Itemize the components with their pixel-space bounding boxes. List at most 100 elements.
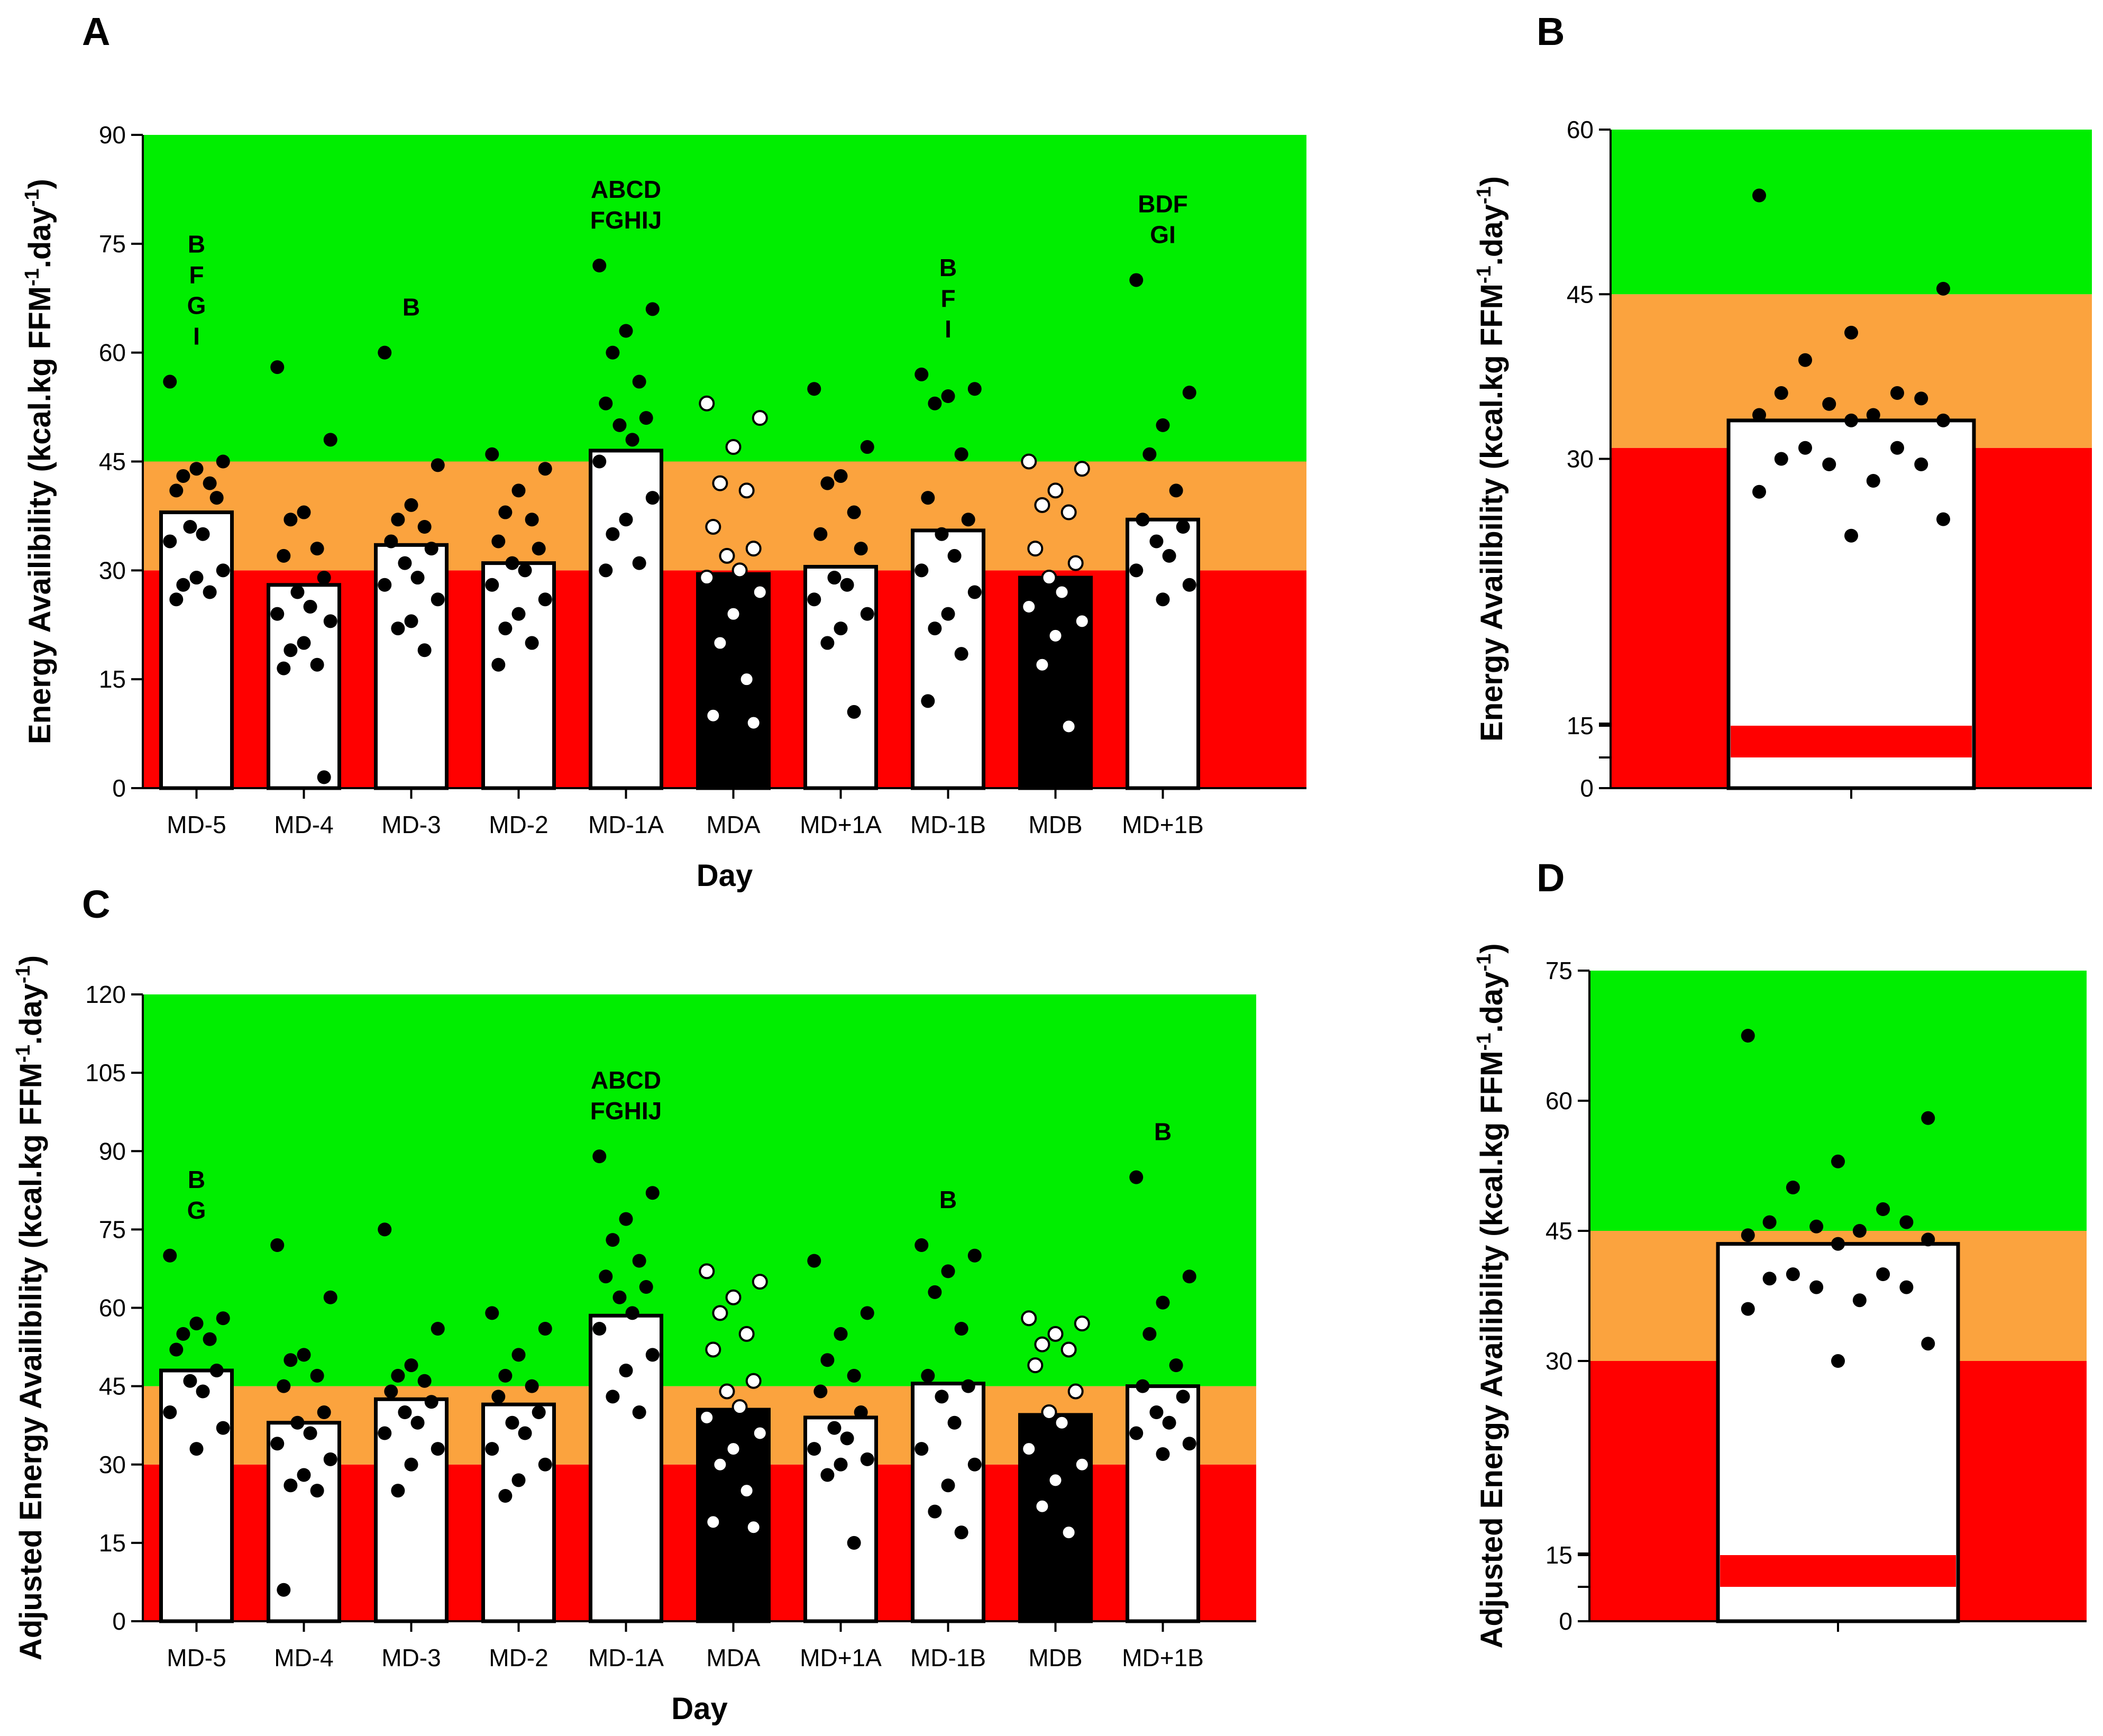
panel-b-chart: 0 15 30 45 60 Energy Availibility (kcal.kg FF… [1473, 116, 2092, 802]
panel-b-data-point [1822, 457, 1836, 471]
panel-c-y-tick-label: 45 [99, 1373, 126, 1400]
panel-a-significance-label: I [193, 323, 200, 350]
panel-d-y-axis-title: Adjusted Energy Availibility (kcal.kg FF… [1473, 943, 1509, 1648]
panel-a-y-axis-title-part: ) [23, 179, 57, 189]
panel-a-data-point [954, 447, 968, 461]
panel-a-data-point [1060, 718, 1077, 735]
panel-a-data-point [209, 491, 224, 505]
panel-a-y-tick-label: 75 [99, 230, 126, 258]
panel-c-data-point [954, 1525, 968, 1540]
panel-a-data-point [410, 571, 425, 585]
panel-c-data-point [752, 1274, 768, 1290]
panel-c-data-point [1027, 1357, 1044, 1374]
panel-a-data-point [290, 585, 305, 599]
panel-a-data-point [216, 454, 230, 469]
panel-a-data-point [619, 513, 633, 527]
panel-c-x-axis-title: Day [671, 1692, 727, 1726]
panel-a-data-point [738, 671, 755, 688]
panel-c-data-point [1176, 1390, 1190, 1404]
panel-a-data-point [303, 599, 317, 614]
panel-b-data-point [1844, 325, 1858, 340]
panel-c-data-point [961, 1379, 975, 1393]
panel-a-data-point [928, 622, 942, 636]
panel-c-data-point [732, 1399, 748, 1415]
panel-c-data-point [511, 1473, 526, 1487]
panel-c-data-point [1136, 1379, 1150, 1393]
panel-a-data-point [928, 396, 942, 410]
panel-c-data-point [1067, 1383, 1084, 1400]
panel-b-y-axis-title-part: ) [1475, 176, 1509, 186]
panel-b-data-point [1752, 485, 1766, 499]
panel-c-data-point [807, 1254, 821, 1268]
panel-a-data-point [1060, 504, 1077, 520]
panel-b-data-point [1890, 386, 1904, 400]
panel-c-data-point [538, 1322, 552, 1336]
panel-c-y-axis-title-superscript: -1 [12, 1045, 34, 1063]
panel-a-data-point [310, 542, 324, 556]
panel-a-data-point [1156, 592, 1170, 607]
panel-a-data-point [511, 607, 526, 621]
panel-c-data-point [511, 1348, 526, 1362]
panel-c-data-point [525, 1379, 539, 1393]
panel-c-bar [911, 1382, 985, 1623]
panel-c-data-point [592, 1149, 607, 1164]
panel-a-x-tick-label: MDA [706, 811, 761, 838]
panel-b-y-tick-label: 30 [1567, 445, 1594, 473]
panel-a-significance-label: B [188, 231, 205, 258]
panel-c-data-point [745, 1519, 762, 1536]
panel-a-bar [1126, 517, 1200, 790]
panel-d-y-axis-title-superscript: -1 [1473, 1033, 1495, 1051]
panel-c-bar [481, 1402, 556, 1623]
panel-c-data-point [860, 1306, 874, 1320]
panel-a-data-point [1021, 453, 1037, 470]
panel-a-data-point [840, 578, 854, 592]
panel-c-data-point [391, 1368, 405, 1383]
panel-c-data-point [599, 1269, 613, 1284]
panel-c-data-point [941, 1264, 955, 1278]
panel-c-data-point [310, 1368, 324, 1383]
panel-c-data-point [277, 1583, 291, 1597]
panel-d-y-tick-label: 30 [1546, 1347, 1572, 1375]
panel-c-data-point [1162, 1415, 1176, 1430]
panel-a-data-point [485, 578, 499, 592]
panel-c-data-point [645, 1186, 660, 1200]
panel-a-data-point [947, 549, 962, 563]
panel-c-data-point [485, 1442, 499, 1456]
panel-c-data-point [705, 1341, 721, 1358]
panel-a-data-point [163, 534, 177, 549]
panel-a-significance-label: BDF [1138, 190, 1188, 217]
panel-a-data-point [813, 527, 828, 541]
panel-a-data-point [532, 542, 546, 556]
panel-a-data-point [738, 482, 755, 499]
panel-a-data-point [1142, 447, 1157, 461]
panel-a-significance-label: GI [1150, 221, 1176, 248]
panel-c-data-point [738, 1483, 755, 1499]
panel-c-data-point [834, 1457, 848, 1472]
panel-a-significance-label: I [945, 315, 952, 343]
panel-d-data-point [1741, 1228, 1755, 1242]
panel-d-data-point [1899, 1215, 1914, 1229]
panel-a-bar [589, 449, 663, 790]
panel-c-data-point [297, 1468, 311, 1482]
panel-c-data-point [807, 1442, 821, 1456]
panel-a-data-point [632, 556, 646, 570]
panel-a-significance-label: B [939, 254, 957, 281]
panel-c-data-point [915, 1442, 929, 1456]
panel-a-x-tick-label: MDB [1028, 811, 1082, 838]
panel-a-data-point [1041, 570, 1057, 586]
panel-b-data-point [1798, 353, 1812, 367]
panel-a-data-point [592, 454, 607, 469]
panel-a-data-point [498, 622, 513, 636]
panel-a-zone-green [143, 135, 1306, 462]
panel-c-data-point [169, 1342, 184, 1357]
panel-a-data-point [511, 483, 526, 498]
panel-a-data-point [391, 622, 405, 636]
panel-d-y-axis-title-part: Adjusted Energy Availibility (kcal.kg FF… [1475, 1050, 1509, 1648]
panel-a-data-point [752, 584, 768, 600]
panel-c-data-point [820, 1468, 835, 1482]
panel-a-data-point [525, 636, 539, 650]
panel-c-data-point [189, 1442, 204, 1456]
panel-a-data-point [860, 607, 874, 621]
panel-a-data-point [216, 563, 230, 578]
panel-d-data-point [1786, 1267, 1800, 1281]
